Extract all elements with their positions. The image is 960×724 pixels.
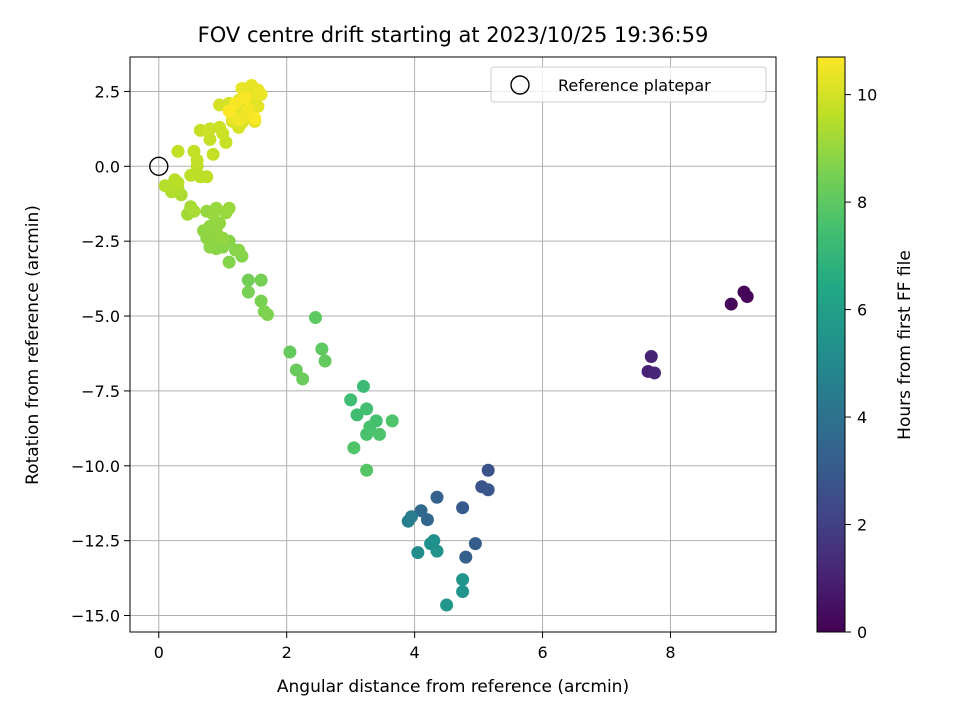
y-axis-ticks: 2.5 0.0 −2.5 −5.0 −7.5 −10.0 −12.5 −15.0 <box>71 82 130 626</box>
colorbar-tick-label: 10 <box>857 86 877 105</box>
x-tick-label: 2 <box>282 643 292 662</box>
data-point <box>308 311 322 325</box>
data-point <box>724 297 738 311</box>
data-point <box>740 290 754 304</box>
data-point <box>647 366 661 380</box>
data-point <box>261 308 275 322</box>
data-point <box>468 537 482 551</box>
data-point <box>216 231 230 245</box>
x-axis-ticks: 0 2 4 6 8 <box>154 632 676 662</box>
data-point <box>430 544 444 558</box>
colorbar-tick-label: 2 <box>857 516 867 535</box>
data-point <box>254 273 268 287</box>
y-tick-label: 0.0 <box>95 157 120 176</box>
data-point <box>241 285 255 299</box>
data-point <box>481 463 495 477</box>
y-tick-label: −5.0 <box>81 307 120 326</box>
data-point <box>232 243 246 257</box>
x-tick-label: 6 <box>537 643 547 662</box>
colorbar-tick-label: 4 <box>857 408 867 427</box>
data-point <box>414 504 428 518</box>
data-point <box>420 513 434 527</box>
y-tick-label: −2.5 <box>81 232 120 251</box>
y-tick-label: −10.0 <box>71 457 120 476</box>
data-point <box>222 255 236 269</box>
data-point <box>411 546 425 560</box>
data-point <box>187 204 201 218</box>
legend-label-reference: Reference platepar <box>558 76 711 95</box>
data-point <box>200 170 214 184</box>
data-point <box>372 427 386 441</box>
colorbar-gradient <box>816 56 846 633</box>
data-point <box>315 342 329 356</box>
legend-marker-reference <box>510 75 530 95</box>
legend: Reference platepar <box>490 66 767 103</box>
data-point <box>171 176 185 190</box>
data-point <box>459 550 473 564</box>
colorbar-ticks: 0 2 4 6 8 10 <box>845 86 877 642</box>
data-point <box>158 179 172 193</box>
y-axis-label: Rotation from reference (arcmin) <box>23 205 43 485</box>
data-point <box>456 501 470 515</box>
data-point <box>187 144 201 158</box>
data-point <box>213 216 227 230</box>
data-point <box>222 104 236 118</box>
colorbar-tick-label: 8 <box>857 193 867 212</box>
data-point <box>347 441 361 455</box>
data-point <box>344 393 358 407</box>
data-point <box>254 294 268 308</box>
data-point <box>360 463 374 477</box>
data-point <box>241 273 255 287</box>
data-point <box>254 87 268 101</box>
chart-title: FOV centre drift starting at 2023/10/25 … <box>198 23 709 47</box>
data-point <box>456 585 470 599</box>
y-tick-label: −7.5 <box>81 382 120 401</box>
data-point <box>360 427 374 441</box>
data-points <box>158 78 754 612</box>
y-tick-label: −12.5 <box>71 532 120 551</box>
x-tick-label: 8 <box>665 643 675 662</box>
y-tick-label: 2.5 <box>95 82 120 101</box>
data-point <box>222 201 236 215</box>
data-point <box>360 402 374 416</box>
data-point <box>203 122 217 136</box>
data-point <box>232 113 246 127</box>
x-tick-label: 4 <box>410 643 420 662</box>
data-point <box>350 408 364 422</box>
data-point <box>184 168 198 182</box>
x-axis-label: Angular distance from reference (arcmin) <box>277 677 629 697</box>
x-tick-label: 0 <box>154 643 164 662</box>
colorbar-tick-label: 0 <box>857 623 867 642</box>
data-point <box>385 414 399 428</box>
data-point <box>238 90 252 104</box>
data-point <box>318 354 332 368</box>
data-point <box>644 349 658 363</box>
reference-platepar-marker <box>149 156 169 177</box>
y-tick-label: −15.0 <box>71 607 120 626</box>
data-point <box>203 132 217 146</box>
data-point <box>481 483 495 497</box>
data-point <box>289 363 303 377</box>
colorbar-tick-label: 6 <box>857 301 867 320</box>
data-point <box>401 514 415 528</box>
data-point <box>456 573 470 587</box>
data-point <box>206 147 220 161</box>
data-point <box>241 102 255 116</box>
data-point <box>216 126 230 140</box>
legend-box <box>490 66 767 103</box>
data-point <box>171 144 185 158</box>
data-point <box>248 111 262 125</box>
colorbar-label: Hours from first FF file <box>895 250 915 440</box>
data-point <box>296 372 310 386</box>
data-point <box>356 379 370 393</box>
data-point <box>440 598 454 612</box>
data-point <box>283 345 297 359</box>
data-point <box>213 98 227 112</box>
data-point <box>430 490 444 504</box>
colorbar: 0 2 4 6 8 10 Hours from first FF file <box>816 56 915 642</box>
plot-frame <box>129 56 777 633</box>
data-point <box>193 123 207 137</box>
